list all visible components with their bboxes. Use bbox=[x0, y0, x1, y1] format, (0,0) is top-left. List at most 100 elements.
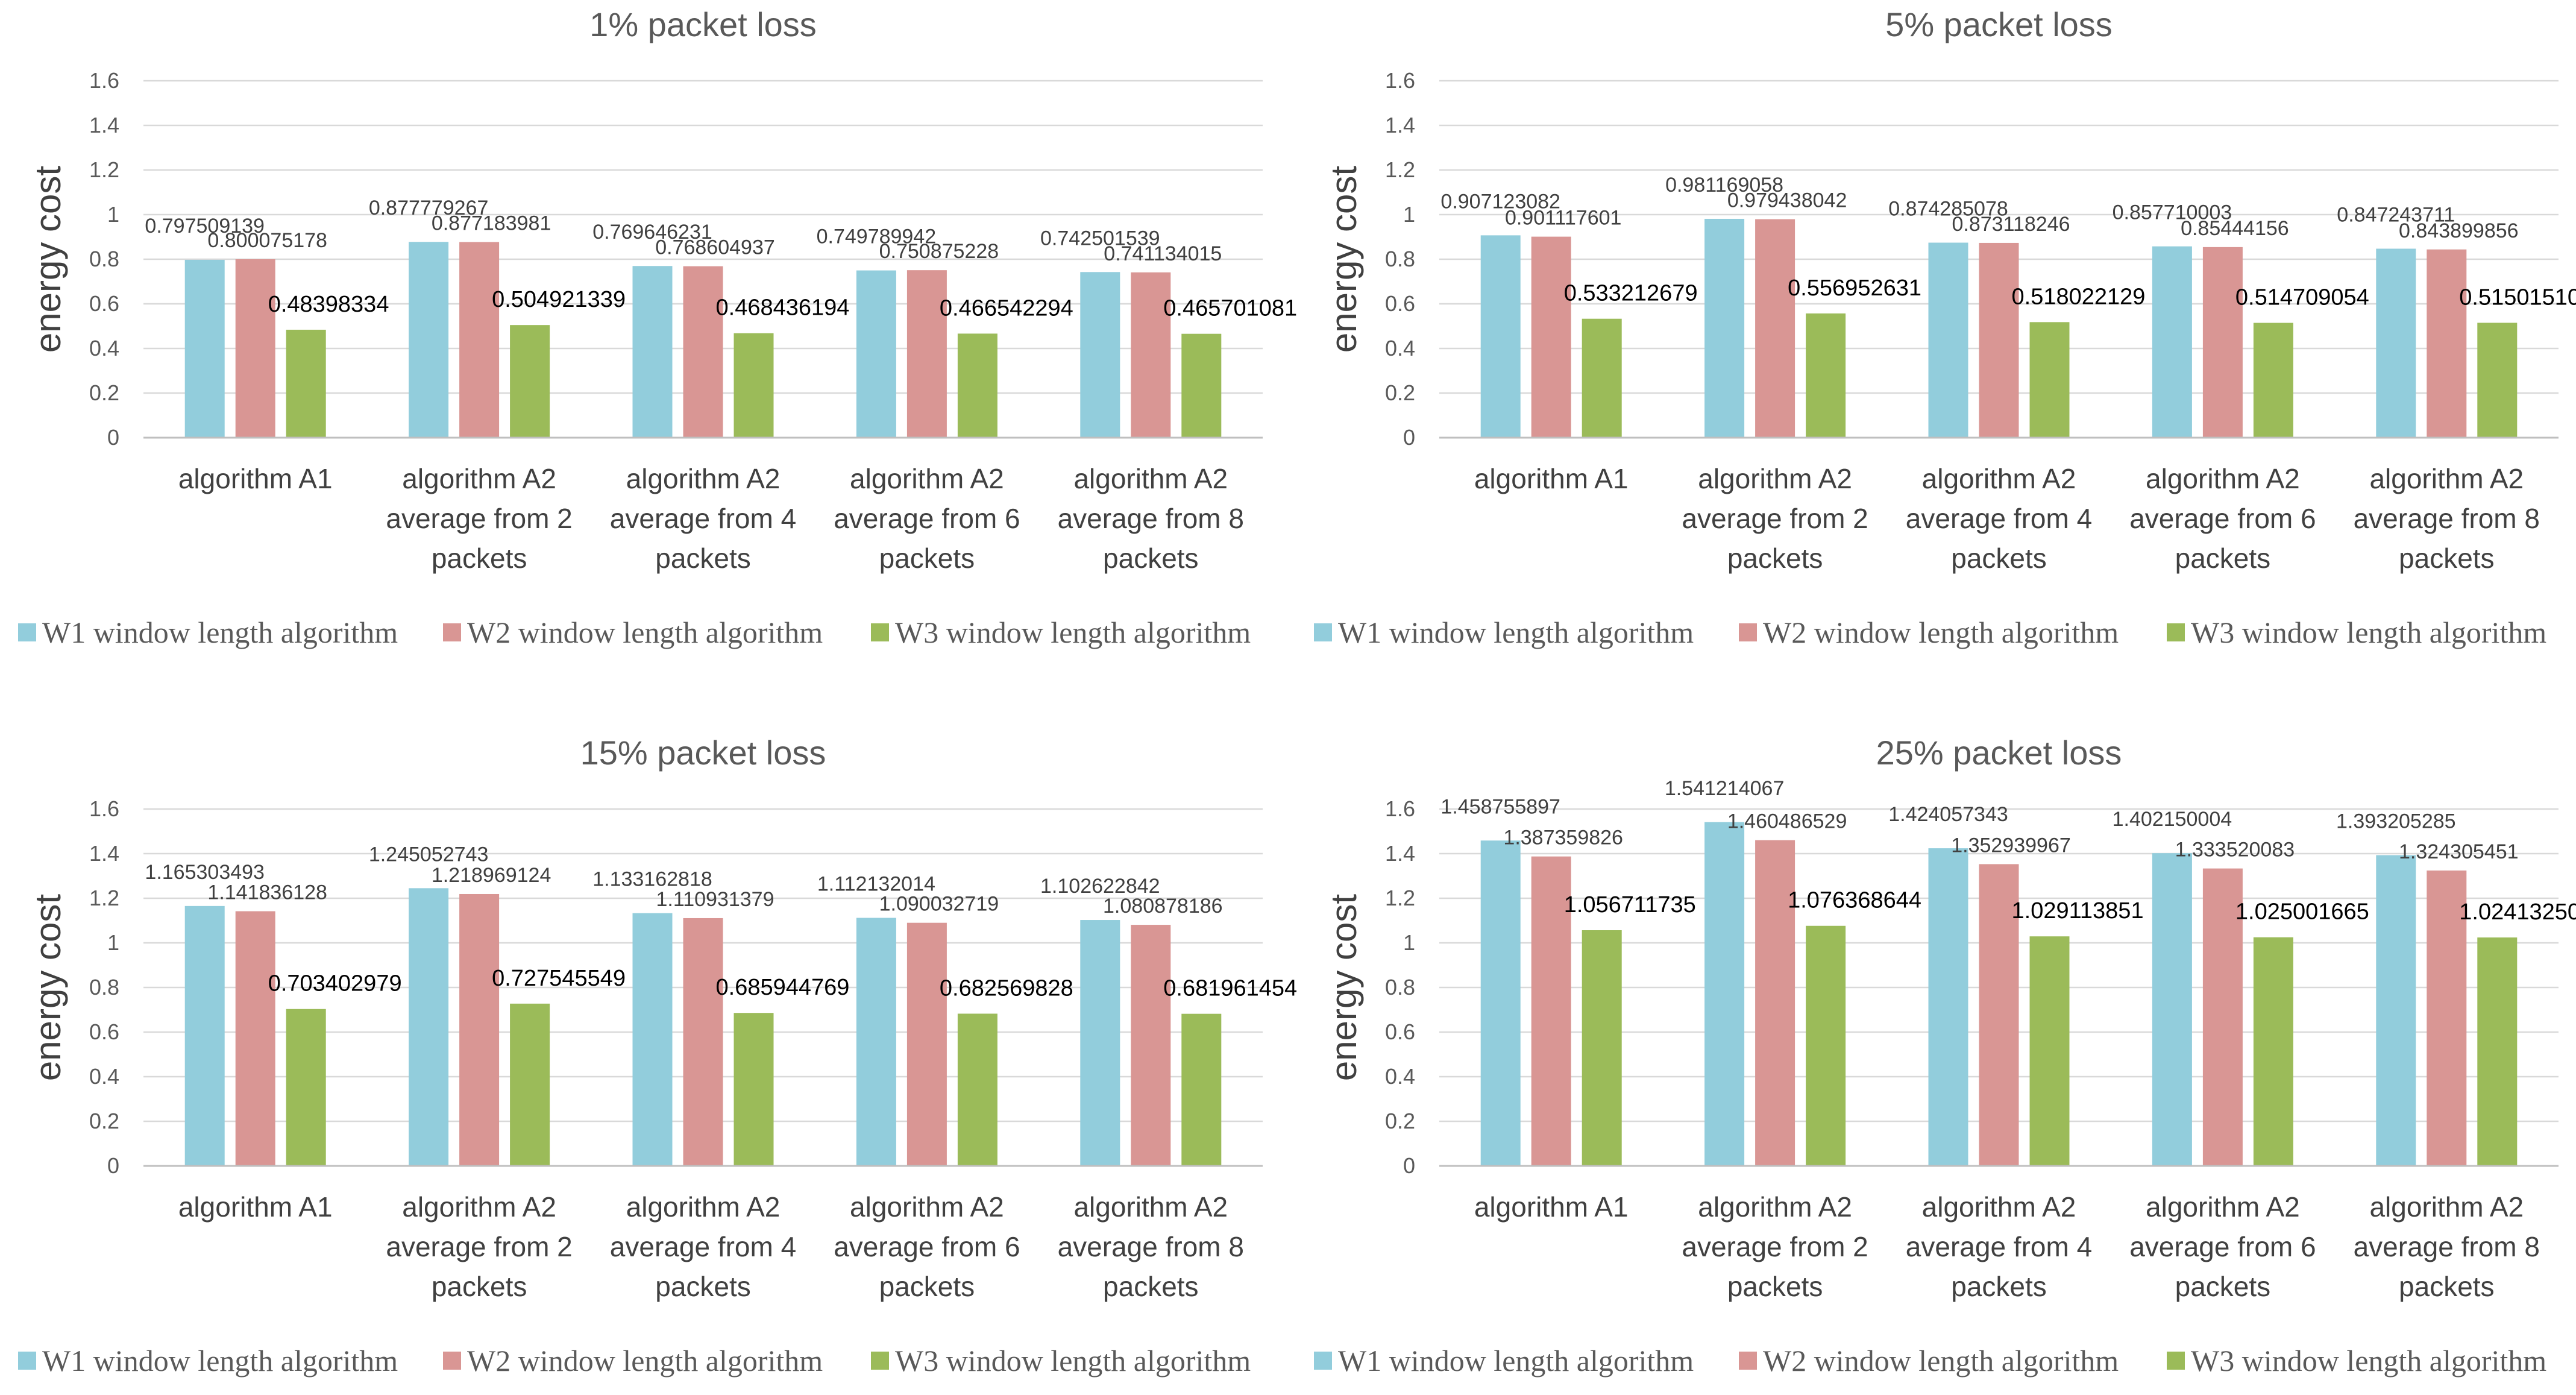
y-tick-label: 1 bbox=[107, 202, 119, 227]
category-label: average from 4 bbox=[610, 503, 796, 534]
data-label-w3: 1.056711735 bbox=[1564, 892, 1696, 918]
category-label: average from 8 bbox=[1058, 1231, 1244, 1262]
data-label-w1: 1.112132014 bbox=[817, 873, 935, 896]
bar-w3-cat-5 bbox=[1181, 1013, 1222, 1166]
bar-w2-cat-3 bbox=[1979, 242, 2019, 438]
y-tick-label: 1.4 bbox=[89, 113, 119, 137]
bar-w1-cat-3 bbox=[1928, 848, 1968, 1166]
data-label-w3: 0.518022129 bbox=[2012, 284, 2146, 309]
y-tick-label: 0 bbox=[1403, 425, 1415, 450]
legend-swatch-w3 bbox=[2167, 623, 2185, 641]
category-label: algorithm A1 bbox=[178, 463, 333, 494]
category-label: algorithm A2 bbox=[1073, 1191, 1228, 1223]
y-tick-label: 0.4 bbox=[89, 1064, 119, 1089]
y-tick-label: 1.6 bbox=[89, 68, 119, 93]
legend-label-w2: W2 window length algorithm bbox=[467, 1344, 823, 1378]
bar-w1-cat-3 bbox=[632, 266, 673, 438]
legend-swatch-w2 bbox=[1739, 623, 1757, 641]
bar-w3-cat-3 bbox=[2029, 322, 2070, 438]
y-tick-label: 0.6 bbox=[1385, 1019, 1415, 1044]
y-tick-label: 0 bbox=[107, 1153, 119, 1178]
data-label-w2: 1.333520083 bbox=[2175, 839, 2295, 861]
data-label-w2: 0.873118246 bbox=[1952, 213, 2070, 236]
y-tick-label: 0.6 bbox=[89, 291, 119, 316]
category-label: algorithm A2 bbox=[2146, 1191, 2300, 1223]
category-label: packets bbox=[1951, 1271, 2047, 1302]
data-label-w2: 1.141836128 bbox=[207, 881, 327, 904]
legend-label-w2: W2 window length algorithm bbox=[1763, 1344, 2119, 1378]
bar-w1-cat-1 bbox=[1480, 235, 1521, 438]
bar-w2-cat-3 bbox=[683, 918, 723, 1166]
bar-w3-cat-2 bbox=[510, 325, 550, 438]
y-tick-label: 1.6 bbox=[89, 796, 119, 821]
data-label-w1: 1.102622842 bbox=[1040, 875, 1160, 898]
category-label: packets bbox=[432, 543, 527, 574]
data-label-w1: 0.742501539 bbox=[1040, 227, 1160, 250]
data-label-w1: 1.393205285 bbox=[2336, 810, 2456, 833]
data-label-w3: 0.465701081 bbox=[1163, 296, 1297, 321]
data-label-w3: 0.468436194 bbox=[716, 295, 850, 321]
data-label-w3: 0.556952631 bbox=[1788, 276, 1921, 301]
category-label: average from 4 bbox=[610, 1231, 796, 1262]
y-tick-label: 1.2 bbox=[1385, 157, 1415, 182]
category-label: packets bbox=[2175, 1271, 2271, 1302]
bar-w3-cat-1 bbox=[286, 329, 326, 438]
category-label: packets bbox=[2175, 543, 2271, 574]
data-label-w1: 1.424057343 bbox=[1888, 803, 2008, 826]
legend-swatch-w2 bbox=[443, 1352, 461, 1370]
data-label-w1: 0.769646231 bbox=[592, 221, 712, 244]
bar-w3-cat-4 bbox=[2253, 323, 2293, 438]
category-label: algorithm A1 bbox=[1474, 463, 1629, 494]
category-label: algorithm A2 bbox=[402, 463, 556, 494]
bar-w2-cat-5 bbox=[1131, 925, 1171, 1166]
data-label-w3: 0.727545549 bbox=[492, 966, 626, 991]
legend-label-w3: W3 window length algorithm bbox=[2191, 616, 2546, 649]
category-label: packets bbox=[1727, 543, 1823, 574]
y-tick-label: 1 bbox=[1403, 930, 1415, 955]
category-label: packets bbox=[2399, 543, 2495, 574]
bar-w1-cat-2 bbox=[1704, 218, 1745, 438]
bar-w1-cat-1 bbox=[1480, 840, 1521, 1166]
bar-w3-cat-5 bbox=[1181, 333, 1222, 438]
y-tick-label: 0.8 bbox=[89, 975, 119, 1000]
bar-w1-cat-1 bbox=[184, 905, 225, 1166]
data-label-w2: 0.750875228 bbox=[879, 240, 999, 263]
category-label: packets bbox=[879, 543, 975, 574]
data-label-w2: 0.800075178 bbox=[207, 229, 327, 252]
category-label: average from 4 bbox=[1906, 503, 2092, 534]
legend-swatch-w1 bbox=[18, 1352, 36, 1370]
bar-w3-cat-5 bbox=[2477, 323, 2518, 438]
category-label: average from 2 bbox=[386, 1231, 572, 1262]
chart-panel-1: 1% packet loss energy cost 0 0.2 0.4 0.6 0.8 1 1… bbox=[18, 5, 1297, 649]
bar-w3-cat-1 bbox=[1582, 930, 1622, 1166]
chart-title: 25% packet loss bbox=[1876, 734, 2122, 772]
category-label: packets bbox=[2399, 1271, 2495, 1302]
y-tick-label: 1.4 bbox=[1385, 113, 1415, 137]
data-label-w3: 0.685944769 bbox=[716, 975, 850, 1000]
y-tick-label: 0.8 bbox=[89, 247, 119, 271]
chart-title: 15% packet loss bbox=[580, 734, 826, 772]
category-label: average from 6 bbox=[2129, 1231, 2316, 1262]
y-tick-label: 1.6 bbox=[1385, 68, 1415, 93]
bar-w1-cat-2 bbox=[409, 242, 449, 438]
bar-w2-cat-3 bbox=[1979, 864, 2019, 1166]
category-label: average from 6 bbox=[834, 1231, 1020, 1262]
bar-w3-cat-5 bbox=[2477, 937, 2518, 1166]
bar-w3-cat-2 bbox=[510, 1003, 550, 1166]
category-label: algorithm A2 bbox=[2369, 463, 2524, 494]
data-label-w2: 1.324305451 bbox=[2399, 840, 2519, 863]
data-label-w1: 0.749789942 bbox=[817, 225, 937, 248]
legend-swatch-w1 bbox=[1314, 1352, 1332, 1370]
bar-w2-cat-2 bbox=[1755, 219, 1795, 438]
bar-w2-cat-4 bbox=[2202, 868, 2243, 1166]
bar-w3-cat-3 bbox=[734, 333, 774, 438]
data-label-w2: 1.387359826 bbox=[1503, 827, 1623, 849]
data-label-w3: 0.682569828 bbox=[940, 975, 1073, 1001]
bar-w1-cat-4 bbox=[2152, 853, 2192, 1166]
bar-w1-cat-5 bbox=[1080, 920, 1120, 1166]
bar-w1-cat-4 bbox=[856, 270, 896, 438]
data-label-w1: 1.133162818 bbox=[592, 868, 712, 891]
legend-label-w2: W2 window length algorithm bbox=[1763, 616, 2119, 649]
data-label-w3: 1.076368644 bbox=[1788, 888, 1921, 913]
data-label-w3: 0.681961454 bbox=[1163, 976, 1297, 1001]
